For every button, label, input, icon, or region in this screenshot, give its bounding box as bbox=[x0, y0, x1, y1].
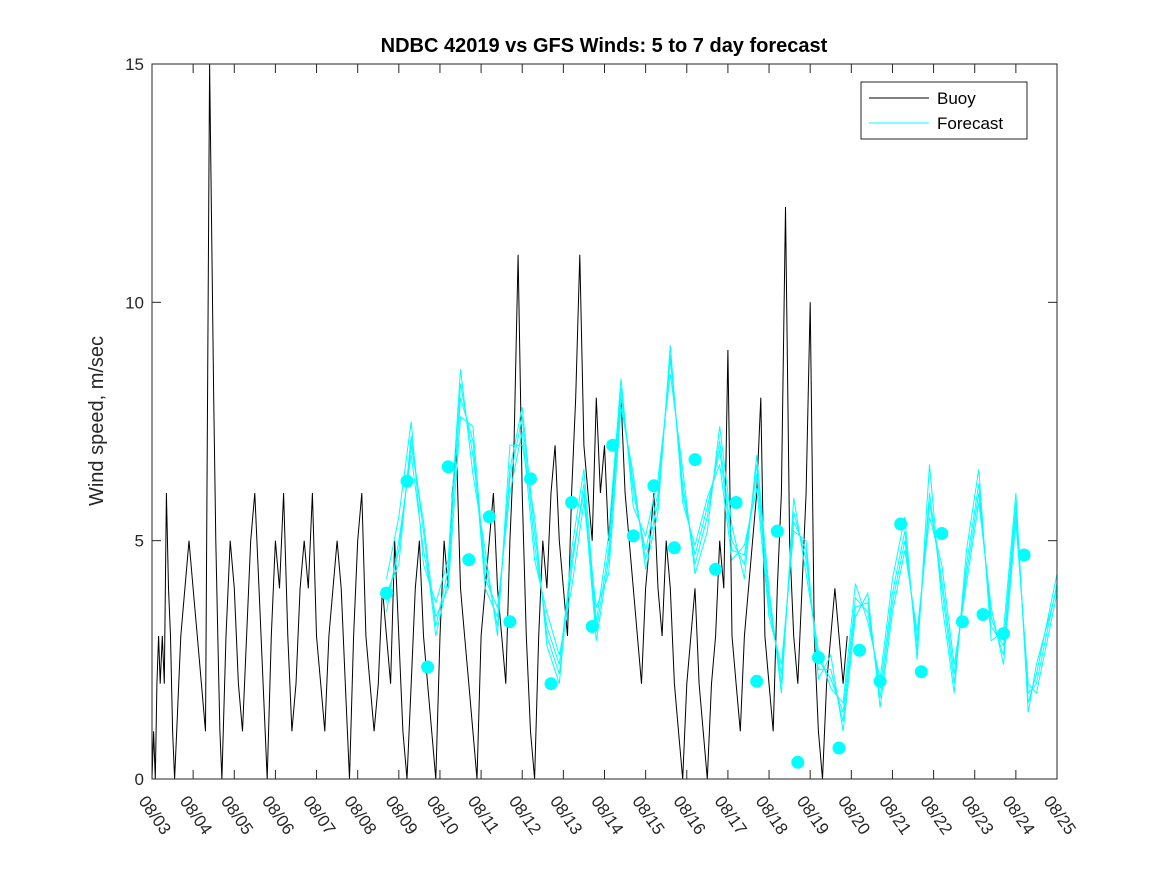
data-layer bbox=[152, 64, 1057, 779]
forecast-marker bbox=[997, 627, 1010, 641]
legend-label-forecast: Forecast bbox=[937, 114, 1003, 133]
forecast-marker bbox=[832, 741, 846, 755]
forecast-marker bbox=[647, 479, 661, 493]
forecast-marker bbox=[873, 674, 887, 688]
forecast-marker bbox=[462, 553, 476, 567]
forecast-marker bbox=[811, 651, 825, 664]
legend-label-buoy: Buoy bbox=[937, 89, 976, 108]
axes-background bbox=[152, 64, 1057, 779]
forecast-marker bbox=[380, 586, 393, 600]
forecast-marker bbox=[894, 517, 908, 531]
y-tick-label: 10 bbox=[125, 293, 144, 312]
y-tick-label: 0 bbox=[135, 770, 144, 789]
forecast-marker bbox=[955, 615, 969, 629]
forecast-marker bbox=[524, 472, 537, 486]
forecast-marker bbox=[482, 510, 496, 524]
forecast-marker bbox=[729, 496, 743, 509]
forecast-marker bbox=[853, 643, 866, 657]
forecast-marker bbox=[544, 677, 558, 691]
chart-title: NDBC 42019 vs GFS Winds: 5 to 7 day fore… bbox=[381, 35, 828, 57]
forecast-marker bbox=[770, 524, 784, 538]
forecast-markers bbox=[380, 438, 1031, 769]
forecast-marker bbox=[1017, 548, 1031, 562]
y-tick-label: 5 bbox=[135, 532, 144, 551]
forecast-series-line-1 bbox=[386, 359, 1057, 713]
forecast-marker bbox=[750, 674, 764, 688]
forecast-marker bbox=[503, 615, 517, 629]
forecast-marker bbox=[667, 541, 681, 555]
forecast-marker bbox=[585, 620, 599, 633]
y-axis-ticks: 0 5 10 15 bbox=[125, 55, 1057, 789]
forecast-marker bbox=[791, 755, 805, 769]
y-axis-label: Wind speed, m/sec bbox=[86, 336, 108, 506]
legend: Buoy Forecast bbox=[860, 81, 1028, 140]
forecast-marker bbox=[400, 474, 414, 488]
forecast-marker bbox=[441, 460, 455, 474]
forecast-series-line-4 bbox=[386, 354, 1057, 722]
forecast-marker bbox=[606, 438, 620, 452]
forecast-marker bbox=[421, 660, 435, 674]
forecast-marker bbox=[914, 665, 928, 679]
forecast-marker bbox=[688, 453, 702, 467]
y-tick-label: 15 bbox=[125, 55, 144, 74]
forecast-marker bbox=[976, 608, 990, 621]
forecast-marker bbox=[709, 562, 723, 576]
forecast-series-line-2 bbox=[386, 345, 1057, 732]
forecast-series-line-3 bbox=[386, 369, 1057, 713]
legend-box bbox=[860, 81, 1028, 140]
forecast-marker bbox=[626, 529, 640, 543]
forecast-marker bbox=[935, 527, 949, 540]
forecast-marker bbox=[565, 496, 579, 509]
